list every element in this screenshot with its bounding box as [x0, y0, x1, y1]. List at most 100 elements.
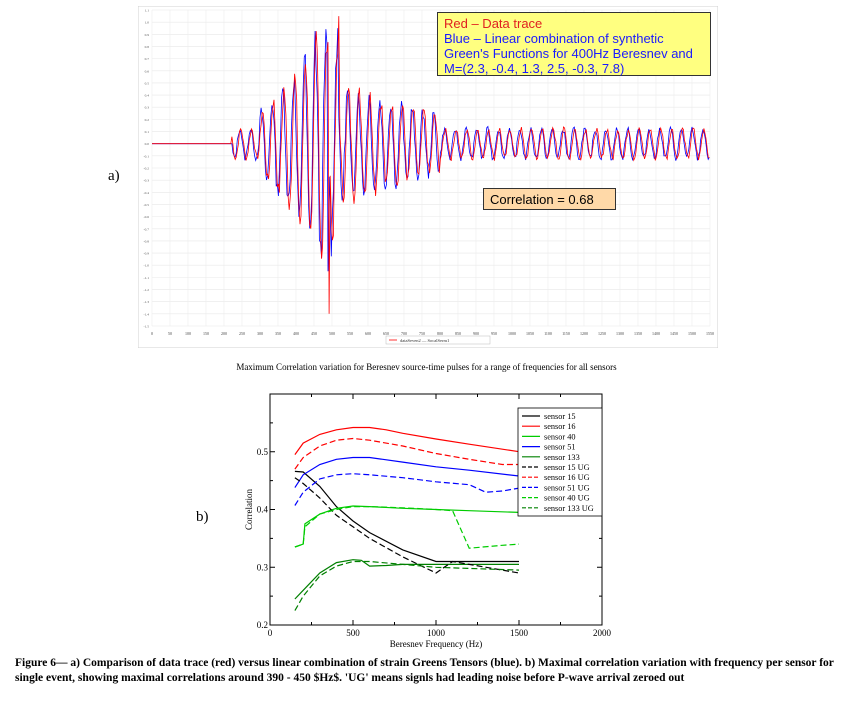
y-tick-label: 0.2 [145, 118, 150, 122]
x-tick-label: 1250 [598, 331, 606, 336]
x-tick-label: 50 [168, 331, 172, 336]
x-tick-label: 1500 [688, 331, 696, 336]
series-line-data-trace [152, 16, 710, 314]
x-tick-label: 900 [473, 331, 479, 336]
series-line-sensor-51 [294, 456, 520, 488]
correlation-chart: 0 500 1000 1500 2000 0.2 0.3 0.4 0.5 Beresnev Fre… [244, 393, 612, 649]
x-tick-label: 300 [257, 331, 263, 336]
y-tick-label: -0.3 [143, 179, 149, 183]
y-tick-label: -1.2 [143, 288, 149, 292]
y-tick-label: 0.3 [145, 106, 150, 110]
x-tick-label: 600 [365, 331, 371, 336]
y-tick-label: 0.7 [145, 57, 150, 61]
x-tick-label: 150 [203, 331, 209, 336]
x-tick-label: 1150 [562, 331, 570, 336]
x-tick-label: 800 [437, 331, 443, 336]
y-tick-label: -0.9 [143, 252, 149, 256]
x-tick-label: 1050 [526, 331, 534, 336]
x-tick-label: 650 [383, 331, 389, 336]
y-tick-label: 0.2 [257, 620, 268, 630]
x-tick-label: 200 [221, 331, 227, 336]
correlation-text: Correlation = 0.68 [490, 192, 594, 207]
series-line-sensor-15-ug [294, 477, 520, 574]
x-tick-label: 1550 [706, 331, 714, 336]
y-tick-label: 1.1 [145, 9, 150, 13]
y-tick-label: 0.0 [145, 142, 150, 146]
legend-entry: sensor 133 UG [544, 504, 594, 513]
y-tick-label: 0.6 [145, 69, 150, 73]
x-tick-label: 500 [329, 331, 335, 336]
series-line-sensor-51-ug [294, 473, 520, 506]
y-tick-label: -1.1 [143, 276, 149, 280]
x-tick-label: 0 [268, 628, 273, 638]
y-tick-label: 0.1 [145, 130, 150, 134]
x-tick-label: 1200 [580, 331, 588, 336]
series-line-sensor-133-ug [294, 560, 520, 611]
series-line-sensor-16-ug [294, 437, 519, 470]
x-tick-label: 500 [346, 628, 360, 638]
legend-entry: sensor 51 [544, 443, 576, 452]
legend-entry: sensor 15 [544, 412, 576, 421]
legend-entry: sensor 133 [544, 453, 580, 462]
y-tick-label: 0.4 [257, 505, 269, 515]
figure-caption: Figure 6— a) Comparison of data trace (r… [15, 657, 834, 684]
legend-synthetic: Blue – Linear combination of synthetic G… [444, 31, 693, 76]
legend-entry: sensor 40 UG [544, 494, 590, 503]
y-tick-label: -0.5 [143, 203, 149, 207]
legend-entry: sensor 15 UG [544, 463, 590, 472]
y-tick-label: -1.3 [143, 300, 149, 304]
x-tick-label: 750 [419, 331, 425, 336]
y-tick-label: -0.6 [143, 215, 149, 219]
y-tick-label: 0.4 [145, 94, 150, 98]
chart-b-title: Maximum Correlation variation for Beresn… [236, 362, 617, 372]
x-tick-label: 450 [311, 331, 317, 336]
y-tick-label: 1.0 [145, 21, 150, 25]
x-tick-label: 1000 [427, 628, 446, 638]
legend-entry: sensor 16 UG [544, 473, 590, 482]
x-axis-label: Beresnev Frequency (Hz) [390, 639, 482, 649]
series-line-synthetic [152, 28, 710, 272]
x-tick-label: 1500 [510, 628, 529, 638]
legend-entry: sensor 40 [544, 432, 576, 441]
x-tick-label: 950 [491, 331, 497, 336]
series-line-sensor-16 [294, 426, 520, 455]
x-tick-label: 2000 [593, 628, 612, 638]
x-tick-label: 1300 [616, 331, 624, 336]
x-tick-label: 1400 [652, 331, 660, 336]
y-tick-label: 0.5 [145, 81, 150, 85]
x-tick-label: 1350 [634, 331, 642, 336]
x-tick-label: 400 [293, 331, 299, 336]
x-tick-label: 700 [401, 331, 407, 336]
y-tick-label: -0.7 [143, 227, 149, 231]
x-tick-label: 350 [275, 331, 281, 336]
panel-b-label: b) [196, 509, 209, 525]
x-tick-label: 1100 [544, 331, 552, 336]
y-tick-label: -1.4 [143, 312, 149, 316]
x-tick-label: 250 [239, 331, 245, 336]
series-line-sensor-15 [294, 470, 519, 563]
y-tick-label: -0.4 [143, 191, 149, 195]
mini-legend-box [385, 335, 491, 345]
y-axis-label: Correlation [244, 489, 254, 530]
x-tick-label: 0 [151, 331, 153, 336]
y-tick-label: 0.5 [257, 447, 269, 457]
y-tick-label: -1.0 [143, 264, 149, 268]
x-tick-label: 550 [347, 331, 353, 336]
panel-a-label: a) [108, 168, 120, 184]
correlation-annotation: Correlation = 0.68 [483, 188, 616, 210]
y-tick-label: 0.3 [257, 562, 269, 572]
x-tick-label: 1000 [508, 331, 516, 336]
x-tick-label: 850 [455, 331, 461, 336]
y-tick-label: 0.8 [145, 45, 150, 49]
legend-entry: sensor 51 UG [544, 483, 590, 492]
y-tick-label: -0.8 [143, 239, 149, 243]
y-tick-label: -1.5 [143, 325, 149, 329]
series-line-sensor-40-ug [294, 506, 520, 549]
x-tick-label: 1450 [670, 331, 678, 336]
legend-data-trace: Red – Data trace [444, 16, 543, 31]
y-tick-label: -0.2 [143, 167, 149, 171]
series-line-sensor-133 [294, 559, 519, 600]
waveform-legend: Red – Data trace Blue – Linear combinati… [437, 12, 711, 76]
y-tick-label: -0.1 [143, 154, 149, 158]
mini-legend-text: dataSeven2 — SocalSerm1 [400, 338, 449, 343]
